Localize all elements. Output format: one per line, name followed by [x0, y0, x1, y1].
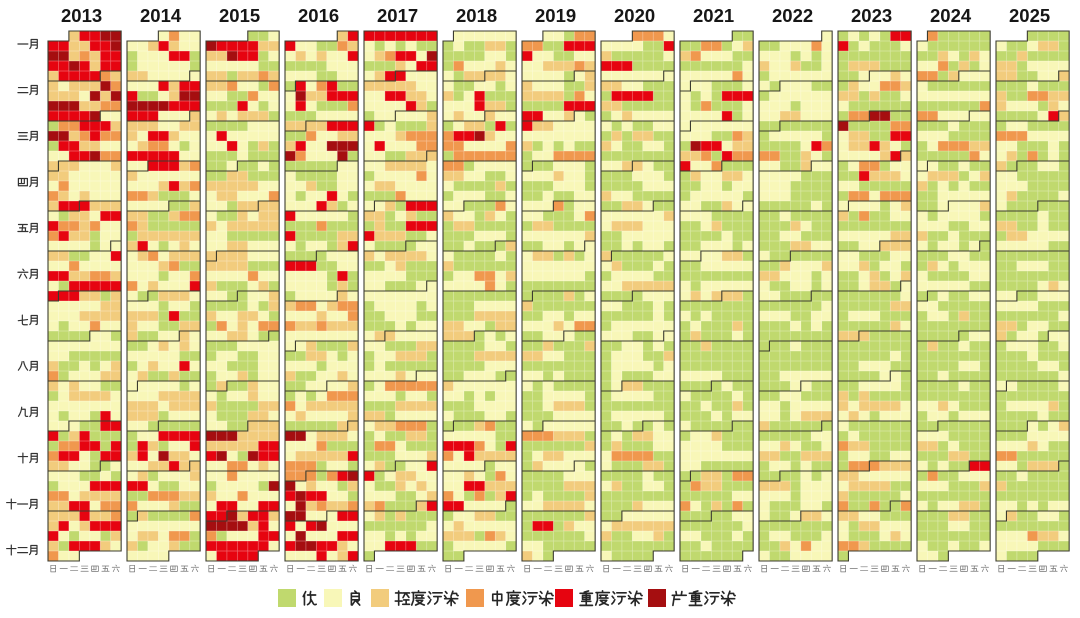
svg-text:2014: 2014: [140, 5, 182, 26]
svg-text:2019: 2019: [535, 5, 576, 26]
svg-text:2022: 2022: [772, 5, 813, 26]
svg-text:2021: 2021: [693, 5, 734, 26]
svg-text:2016: 2016: [298, 5, 339, 26]
svg-text:2018: 2018: [456, 5, 497, 26]
svg-text:2023: 2023: [851, 5, 892, 26]
svg-text:2020: 2020: [614, 5, 655, 26]
svg-text:2013: 2013: [61, 5, 102, 26]
svg-text:2024: 2024: [930, 5, 972, 26]
svg-text:2017: 2017: [377, 5, 418, 26]
svg-text:2015: 2015: [219, 5, 260, 26]
svg-text:2025: 2025: [1009, 5, 1050, 26]
